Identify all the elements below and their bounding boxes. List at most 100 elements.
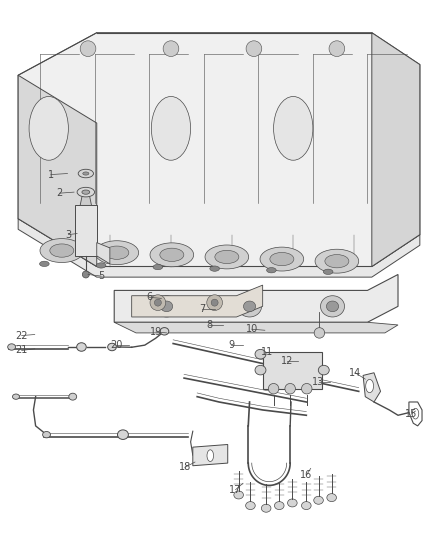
- Polygon shape: [97, 243, 110, 264]
- Ellipse shape: [270, 253, 294, 266]
- Ellipse shape: [77, 343, 86, 351]
- Text: 3: 3: [65, 230, 71, 240]
- Ellipse shape: [234, 491, 244, 499]
- Ellipse shape: [326, 301, 339, 312]
- Polygon shape: [372, 33, 420, 266]
- Text: 7: 7: [199, 304, 205, 314]
- Ellipse shape: [246, 502, 255, 510]
- Ellipse shape: [315, 249, 359, 273]
- Text: 19: 19: [150, 327, 162, 337]
- Ellipse shape: [160, 301, 173, 312]
- Ellipse shape: [108, 343, 117, 351]
- Ellipse shape: [155, 296, 179, 317]
- Polygon shape: [18, 75, 97, 266]
- Ellipse shape: [215, 251, 239, 264]
- Text: 6: 6: [146, 292, 152, 302]
- Polygon shape: [114, 274, 398, 322]
- Ellipse shape: [153, 264, 162, 270]
- Polygon shape: [193, 445, 228, 466]
- Ellipse shape: [151, 96, 191, 160]
- Ellipse shape: [69, 393, 77, 400]
- Text: 12: 12: [280, 356, 293, 366]
- Ellipse shape: [366, 379, 374, 393]
- Ellipse shape: [205, 245, 249, 269]
- Text: 5: 5: [98, 271, 104, 281]
- Ellipse shape: [260, 247, 304, 271]
- Circle shape: [154, 299, 161, 306]
- Circle shape: [285, 383, 295, 394]
- Ellipse shape: [39, 261, 49, 266]
- Text: 20: 20: [110, 340, 123, 350]
- Polygon shape: [18, 33, 420, 266]
- Ellipse shape: [314, 496, 323, 504]
- Ellipse shape: [82, 190, 90, 194]
- Circle shape: [301, 383, 312, 394]
- Text: 9: 9: [228, 340, 234, 350]
- Polygon shape: [263, 351, 321, 389]
- Ellipse shape: [412, 408, 419, 419]
- Text: 2: 2: [57, 188, 63, 198]
- Ellipse shape: [95, 241, 139, 265]
- Text: 10: 10: [246, 324, 258, 334]
- Ellipse shape: [12, 394, 19, 399]
- Circle shape: [80, 41, 96, 56]
- Polygon shape: [18, 219, 420, 277]
- Text: 1: 1: [48, 169, 54, 180]
- Ellipse shape: [327, 494, 336, 502]
- Ellipse shape: [105, 246, 129, 260]
- Ellipse shape: [8, 344, 15, 350]
- Circle shape: [246, 41, 262, 56]
- Polygon shape: [75, 205, 97, 256]
- Ellipse shape: [321, 296, 345, 317]
- Text: 16: 16: [300, 470, 312, 480]
- Ellipse shape: [244, 301, 256, 312]
- Ellipse shape: [117, 430, 128, 439]
- Ellipse shape: [210, 266, 219, 271]
- Ellipse shape: [207, 450, 214, 462]
- Ellipse shape: [261, 504, 271, 512]
- Ellipse shape: [50, 244, 74, 257]
- Circle shape: [207, 295, 223, 311]
- Ellipse shape: [275, 502, 284, 510]
- Text: 13: 13: [312, 377, 325, 387]
- Text: 18: 18: [179, 462, 191, 472]
- Ellipse shape: [288, 499, 297, 507]
- Ellipse shape: [42, 432, 50, 438]
- Text: 14: 14: [349, 368, 361, 378]
- Text: 8: 8: [206, 320, 212, 330]
- Circle shape: [82, 271, 89, 278]
- Ellipse shape: [77, 187, 95, 197]
- Circle shape: [150, 295, 166, 311]
- Ellipse shape: [96, 263, 106, 268]
- Text: 15: 15: [405, 409, 417, 419]
- Text: 22: 22: [15, 330, 28, 341]
- Circle shape: [268, 383, 279, 394]
- Ellipse shape: [323, 269, 333, 274]
- Text: 21: 21: [15, 345, 28, 356]
- Ellipse shape: [237, 296, 261, 317]
- Ellipse shape: [160, 248, 184, 262]
- Ellipse shape: [29, 96, 68, 160]
- Ellipse shape: [255, 365, 266, 375]
- Ellipse shape: [78, 169, 93, 178]
- Ellipse shape: [255, 350, 266, 359]
- Ellipse shape: [274, 96, 313, 160]
- Circle shape: [211, 299, 218, 306]
- Circle shape: [163, 41, 179, 56]
- Polygon shape: [132, 285, 263, 317]
- Text: 17: 17: [230, 484, 242, 495]
- Circle shape: [314, 328, 325, 338]
- Polygon shape: [363, 373, 381, 402]
- Ellipse shape: [40, 239, 84, 263]
- Ellipse shape: [83, 172, 89, 175]
- Ellipse shape: [325, 255, 349, 268]
- Ellipse shape: [301, 502, 311, 510]
- Ellipse shape: [267, 268, 276, 273]
- Polygon shape: [114, 322, 398, 333]
- Ellipse shape: [318, 365, 329, 375]
- Ellipse shape: [150, 243, 194, 266]
- Polygon shape: [80, 195, 92, 205]
- Text: 11: 11: [261, 346, 273, 357]
- Circle shape: [329, 41, 345, 56]
- Ellipse shape: [160, 328, 169, 335]
